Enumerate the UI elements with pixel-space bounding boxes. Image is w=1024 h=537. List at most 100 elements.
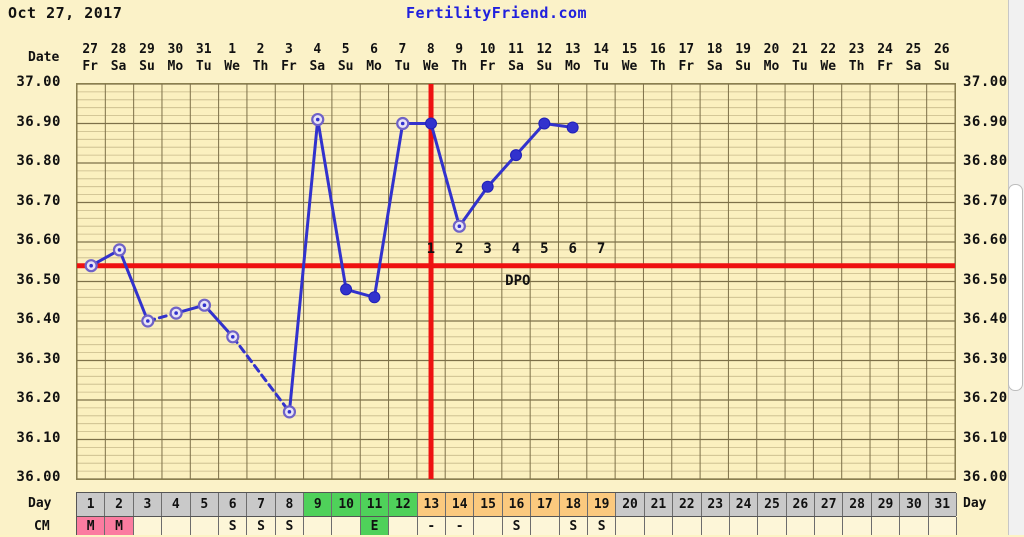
temperature-point-filled[interactable] [425,117,438,130]
cycle-day-cell[interactable]: 25 [758,493,787,516]
cycle-day-cell[interactable]: 16 [502,493,532,516]
cervical-mucus-cell[interactable] [474,517,503,535]
temperature-point-filled[interactable] [368,291,381,304]
cervical-mucus-cell[interactable]: S [502,517,532,535]
y-axis-tick-label: 36.10 [963,429,1008,446]
cervical-mucus-cell[interactable] [162,517,191,535]
date-header-cell: 18 Sa [701,41,729,75]
cycle-day-cell[interactable]: 30 [900,493,929,516]
cycle-day-cell[interactable]: 15 [474,493,503,516]
cervical-mucus-cell[interactable] [673,517,702,535]
cervical-mucus-cell[interactable]: S [218,517,248,535]
temperature-point-core [202,303,207,307]
cycle-day-cell[interactable]: 4 [162,493,191,516]
cervical-mucus-cell[interactable] [871,517,901,535]
cycle-day-cell[interactable]: 23 [701,493,730,516]
dpo-number: 6 [568,240,577,257]
cycle-day-cell[interactable]: 24 [729,493,759,516]
cycle-day-cell[interactable]: 21 [644,493,674,516]
date-day-number: 14 [593,42,609,57]
cycle-day-cell[interactable]: 5 [190,493,219,516]
cycle-day-cell[interactable]: 26 [786,493,816,516]
date-weekday: Tu [593,59,609,74]
cycle-day-cell[interactable]: 14 [446,493,475,516]
cervical-mucus-cell[interactable] [815,517,844,535]
cycle-day-cell[interactable]: 18 [559,493,588,516]
date-weekday: Su [139,59,155,74]
temperature-line-segment [202,303,235,339]
cervical-mucus-cell[interactable] [928,517,957,535]
cervical-mucus-cell[interactable] [758,517,787,535]
cycle-day-cell[interactable]: 19 [587,493,617,516]
cycle-day-cell[interactable]: 27 [815,493,844,516]
cycle-day-cell[interactable]: 9 [304,493,333,516]
date-weekday: We [224,59,240,74]
cervical-mucus-cell[interactable]: S [247,517,276,535]
cervical-mucus-cell[interactable] [616,517,645,535]
cervical-mucus-cell[interactable]: E [360,517,390,535]
y-axis-tick-label: 37.00 [16,74,61,90]
cervical-mucus-cell[interactable] [304,517,333,535]
cycle-day-cell[interactable]: 22 [673,493,702,516]
y-axis-tick-label: 36.60 [16,232,61,248]
cervical-mucus-cell[interactable] [389,517,418,535]
cervical-mucus-cell[interactable]: M [105,517,134,535]
cervical-mucus-cell[interactable] [900,517,929,535]
cycle-day-cell[interactable]: 11 [360,493,390,516]
temperature-point-filled[interactable] [340,283,353,296]
date-day-number: 30 [167,42,184,57]
temperature-point-core [174,311,178,315]
cervical-mucus-cell[interactable] [701,517,730,535]
cycle-day-cell[interactable]: 29 [871,493,901,516]
cervical-mucus-cell[interactable]: - [417,517,447,535]
scrollbar-thumb[interactable] [1008,184,1023,391]
date-header-cell: 7 Tu [388,41,416,75]
day-row-label-right: Day [963,496,987,511]
cervical-mucus-cell[interactable]: M [77,517,106,535]
cycle-day-cell[interactable]: 13 [417,493,447,516]
cervical-mucus-cell[interactable] [644,517,674,535]
date-weekday: Tu [394,59,411,74]
cervical-mucus-cell[interactable] [190,517,219,535]
temperature-point-filled[interactable] [538,117,551,130]
temperature-point-filled[interactable] [481,180,494,193]
cycle-day-cell[interactable]: 1 [77,493,106,516]
date-header-cell: 6 Mo [360,41,388,75]
cervical-mucus-cell[interactable] [786,517,816,535]
cervical-mucus-cell[interactable]: S [275,517,305,535]
temperature-line-segment [486,153,518,189]
temperature-point-filled[interactable] [566,121,579,134]
temperature-point-filled[interactable] [510,149,522,162]
date-header-cell: 12 Su [530,41,558,75]
cycle-day-cell[interactable]: 28 [843,493,872,516]
cervical-mucus-cell[interactable]: S [559,517,588,535]
cervical-mucus-cell[interactable]: S [587,517,617,535]
cervical-mucus-cell[interactable]: - [446,517,475,535]
cycle-day-cell[interactable]: 12 [389,493,418,516]
cervical-mucus-cell[interactable] [531,517,560,535]
date-weekday: Su [735,59,751,74]
date-header-cell: 1 We [218,41,246,75]
cervical-mucus-cell[interactable] [332,517,361,535]
cervical-mucus-cell[interactable] [729,517,759,535]
cervical-mucus-cell[interactable] [133,517,163,535]
page-scrollbar[interactable] [1008,0,1024,535]
cervical-mucus-cell[interactable] [843,517,872,535]
date-header-cell: 25 Sa [899,41,927,75]
cycle-day-cell[interactable]: 10 [332,493,361,516]
cycle-day-cell[interactable]: 31 [928,493,957,516]
y-axis-tick-label: 36.80 [16,153,61,169]
date-weekday: Th [451,59,468,74]
cycle-day-cell[interactable]: 8 [275,493,305,516]
temperature-plot[interactable] [76,83,956,480]
cycle-day-cell[interactable]: 20 [616,493,645,516]
cycle-day-cell[interactable]: 6 [218,493,248,516]
cycle-day-cell[interactable]: 3 [133,493,163,516]
cycle-day-cell[interactable]: 2 [105,493,134,516]
cycle-day-cell[interactable]: 7 [247,493,276,516]
cycle-day-row[interactable]: 1 2 3 4 5 6 7 8 9 10 11 12 13 14 15 16 17 18 19 20 21 22 23 24 2… [76,492,957,517]
date-weekday: Su [536,59,553,74]
y-axis-tick-label: 36.70 [16,192,61,209]
cycle-day-cell[interactable]: 17 [531,493,560,516]
